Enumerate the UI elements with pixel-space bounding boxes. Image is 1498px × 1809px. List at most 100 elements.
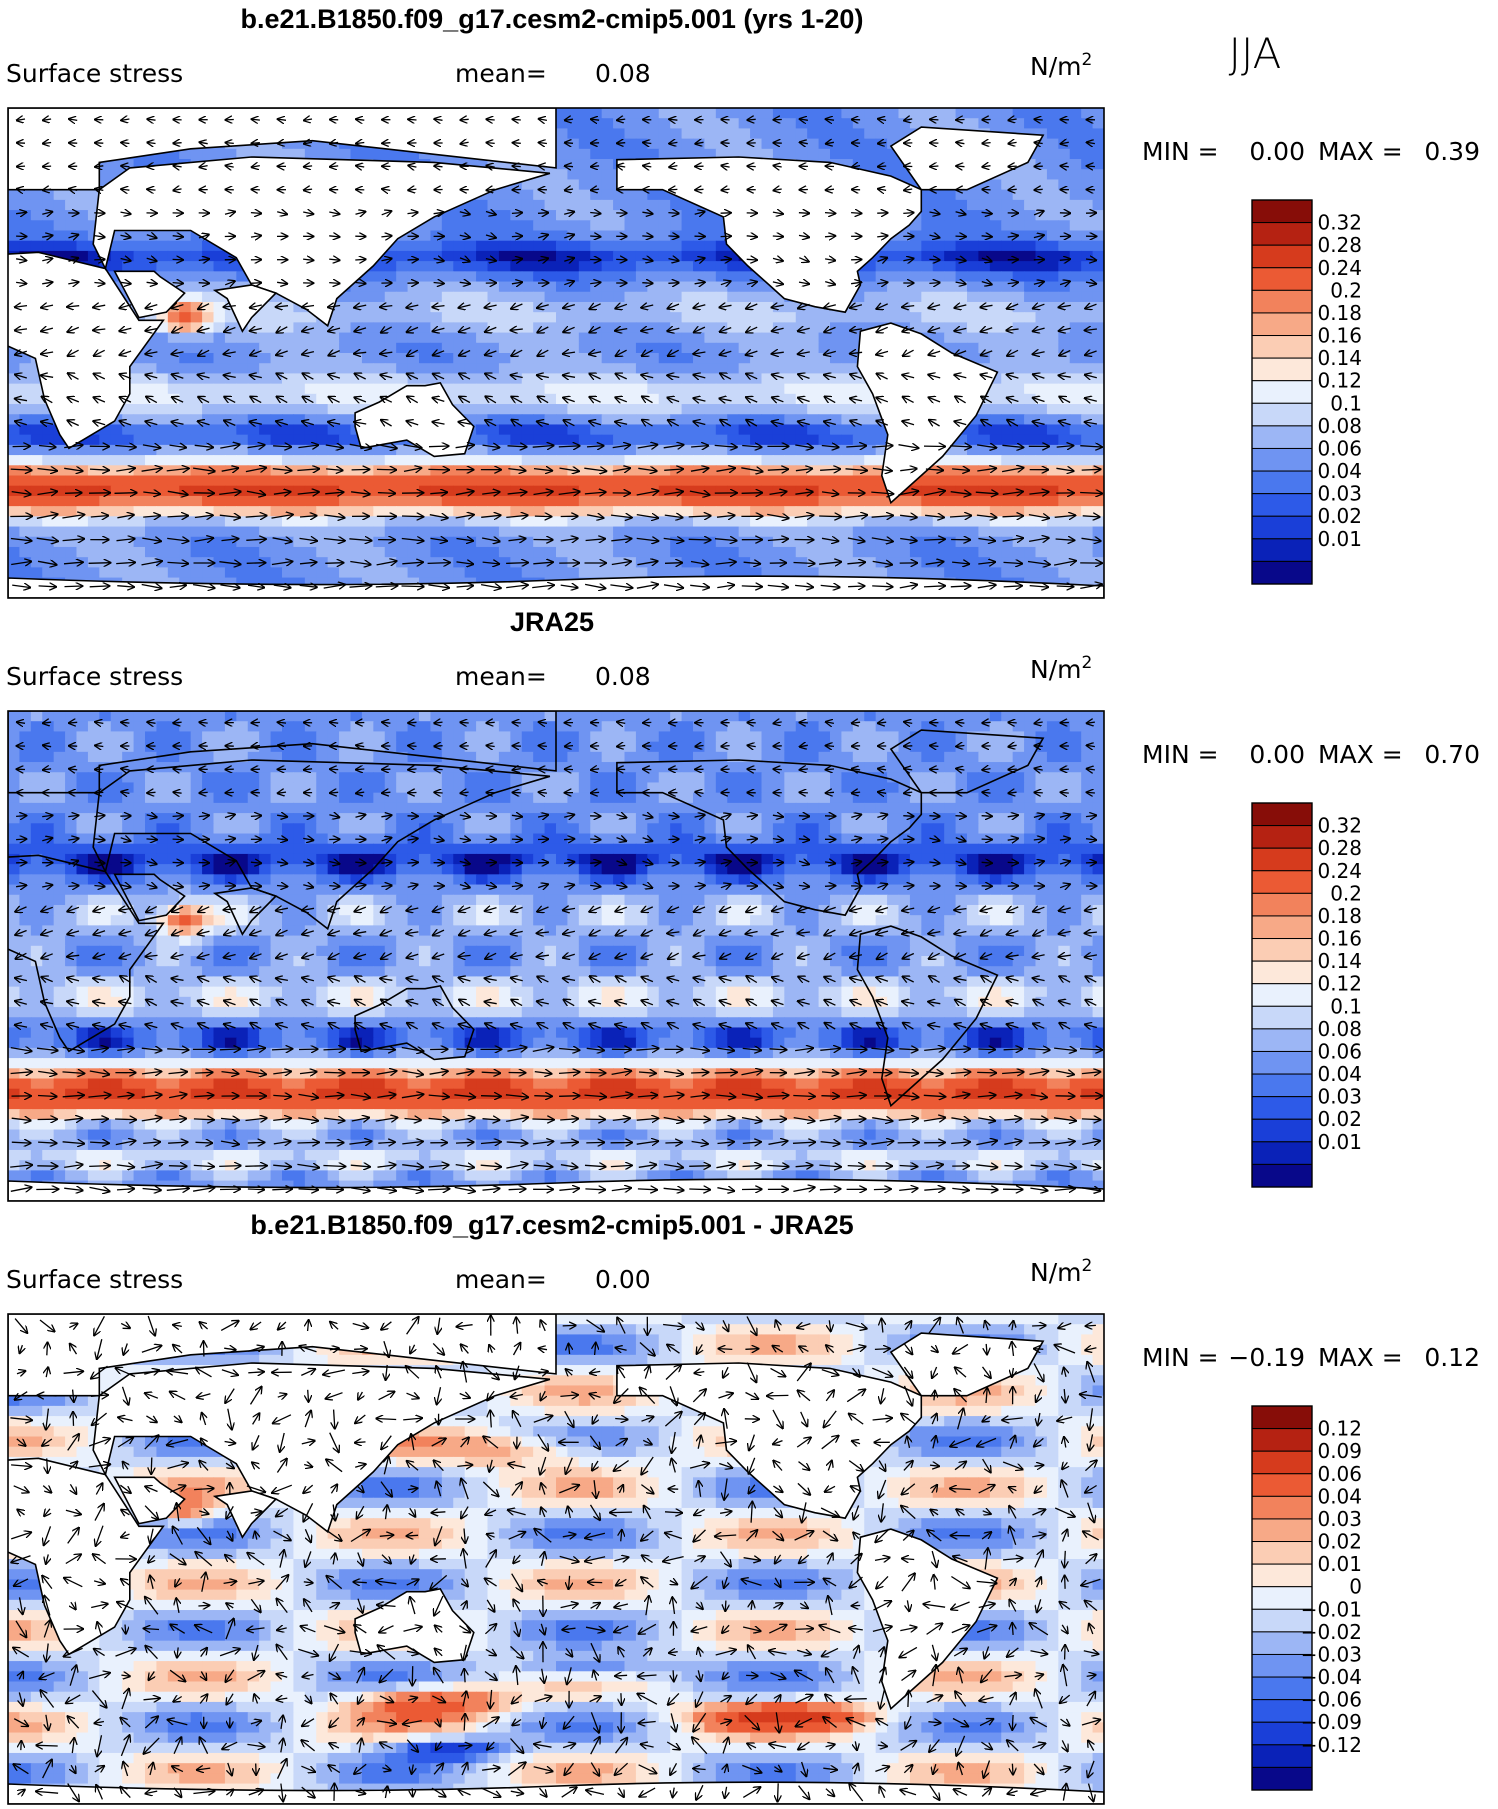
- field-cell: [453, 526, 466, 538]
- field-cell: [750, 301, 763, 313]
- field-cell: [1035, 424, 1048, 436]
- field-cell: [350, 434, 363, 446]
- field-cell: [441, 567, 454, 579]
- field-cell: [1092, 199, 1104, 211]
- field-cell: [247, 485, 260, 497]
- field-cell: [156, 363, 169, 375]
- field-cell: [76, 240, 89, 252]
- field-cell: [8, 220, 21, 232]
- field-cell: [1046, 322, 1059, 334]
- field-cell: [567, 444, 580, 456]
- field-cell: [521, 353, 534, 364]
- field-cell: [601, 271, 614, 283]
- field-cell: [1092, 148, 1104, 160]
- field-cell: [624, 342, 637, 354]
- field-cell: [613, 546, 626, 558]
- field-cell: [1035, 455, 1048, 466]
- field-cell: [510, 485, 523, 497]
- field-cell: [944, 281, 957, 293]
- field-cell: [361, 291, 374, 303]
- field-cell: [978, 108, 991, 119]
- field-cell: [795, 526, 808, 538]
- field-cell: [875, 485, 888, 497]
- field-cell: [430, 363, 443, 375]
- field-cell: [613, 199, 626, 211]
- field-cell: [1092, 220, 1104, 232]
- field-cell: [544, 210, 557, 221]
- field-cell: [887, 291, 900, 303]
- field-cell: [19, 383, 32, 395]
- field-cell: [202, 353, 215, 364]
- field-cell: [704, 108, 717, 119]
- wind-vector: [120, 305, 132, 308]
- field-cell: [852, 322, 865, 334]
- field-cell: [419, 301, 432, 313]
- field-cell: [476, 536, 489, 548]
- field-cell: [1092, 526, 1104, 538]
- field-cell: [1035, 189, 1048, 201]
- field-cell: [145, 261, 158, 272]
- field-cell: [270, 546, 283, 558]
- field-cell: [1081, 455, 1094, 466]
- field-cell: [818, 465, 831, 477]
- field-cell: [635, 434, 648, 446]
- field-cell: [772, 434, 785, 446]
- field-cell: [670, 332, 683, 344]
- field-cell: [955, 567, 968, 579]
- field-cell: [373, 557, 386, 568]
- field-cell: [978, 271, 991, 283]
- field-cell: [1012, 455, 1025, 466]
- field-cell: [601, 536, 614, 548]
- wind-vector: [537, 258, 548, 261]
- wind-vector: [720, 281, 730, 284]
- field-cell: [807, 383, 820, 395]
- field-cell: [624, 301, 637, 313]
- field-cell: [613, 210, 626, 221]
- field-cell: [498, 526, 511, 538]
- field-cell: [213, 281, 226, 293]
- field-cell: [202, 455, 215, 466]
- field-cell: [544, 434, 557, 446]
- field-cell: [167, 546, 180, 558]
- field-cell: [441, 312, 454, 323]
- field-cell: [693, 138, 706, 150]
- field-cell: [1001, 261, 1014, 272]
- field-cell: [361, 301, 374, 313]
- wind-vector: [42, 236, 52, 238]
- field-cell: [76, 516, 89, 528]
- field-cell: [498, 301, 511, 313]
- field-cell: [327, 424, 340, 436]
- field-cell: [681, 475, 694, 487]
- field-cell: [715, 506, 728, 517]
- field-cell: [841, 475, 854, 487]
- field-cell: [76, 189, 89, 201]
- field-cell: [750, 536, 763, 548]
- field-cell: [1012, 322, 1025, 334]
- field-cell: [373, 516, 386, 528]
- field-cell: [647, 567, 660, 579]
- field-cell: [396, 301, 409, 313]
- field-cell: [293, 404, 306, 415]
- field-cell: [830, 485, 843, 497]
- field-cell: [19, 414, 32, 426]
- field-cell: [921, 506, 934, 517]
- field-cell: [167, 332, 180, 344]
- field-cell: [921, 281, 934, 293]
- field-cell: [8, 424, 21, 436]
- field-cell: [852, 455, 865, 466]
- field-cell: [247, 404, 260, 415]
- field-cell: [441, 353, 454, 364]
- field-cell: [293, 516, 306, 528]
- field-cell: [476, 383, 489, 395]
- wind-vector: [902, 306, 915, 308]
- field-cell: [293, 455, 306, 466]
- field-cell: [658, 475, 671, 487]
- field-cell: [441, 383, 454, 395]
- field-cell: [1058, 455, 1071, 466]
- field-cell: [830, 434, 843, 446]
- field-cell: [236, 424, 249, 436]
- field-cell: [521, 444, 534, 456]
- field-cell: [944, 546, 957, 558]
- field-cell: [373, 301, 386, 313]
- field-cell: [658, 332, 671, 344]
